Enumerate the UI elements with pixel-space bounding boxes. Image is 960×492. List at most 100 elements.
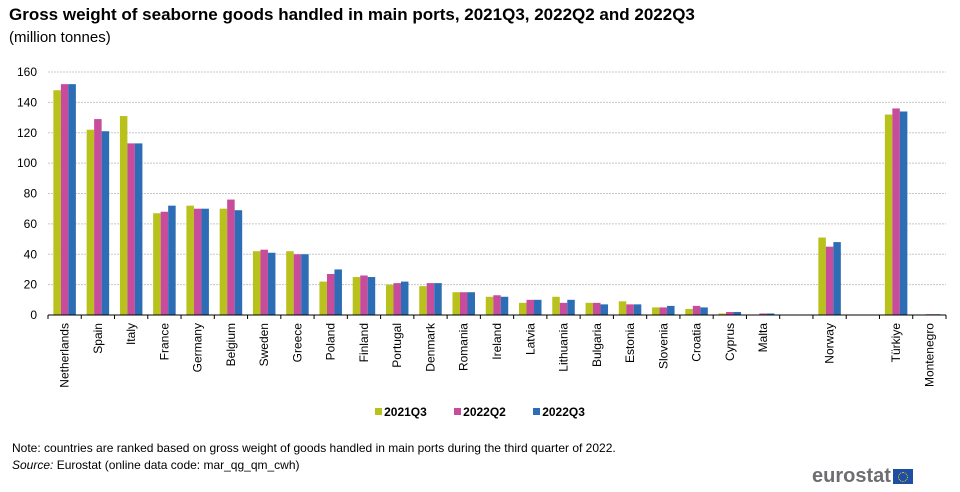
bar-2022q3-malta — [766, 313, 775, 315]
bar-2021q3-spain — [86, 129, 95, 315]
x-tick-label: Montenegro — [922, 323, 936, 387]
bar-2022q2-germany — [193, 208, 202, 315]
legend-item-2022q2[interactable]: 2022Q2 — [454, 405, 506, 419]
bar-2022q3-belgium — [234, 210, 243, 315]
y-tick-label: 80 — [24, 187, 38, 201]
bar-2022q3-lithuania — [567, 299, 575, 315]
bar-2022q2-spain — [94, 119, 102, 315]
source-line: Source: Eurostat (online data code: mar_… — [12, 458, 300, 472]
bar-2021q3-sweden — [252, 251, 261, 315]
eurostat-logo: eurostat — [812, 464, 913, 487]
bar-2022q3-latvia — [534, 299, 542, 315]
bar-2022q2-türkiye — [892, 108, 900, 315]
y-tick-label: 0 — [30, 308, 37, 322]
bar-2021q3-portugal — [385, 284, 394, 316]
legend-label-2022q3: 2022Q3 — [542, 405, 585, 419]
bar-2021q3-slovenia — [652, 307, 660, 315]
bar-2022q3-france — [168, 205, 176, 315]
bar-2021q3-ireland — [485, 296, 494, 315]
legend-label-2021q3: 2021Q3 — [384, 405, 427, 419]
footnote: Note: countries are ranked based on gros… — [12, 441, 616, 455]
x-tick-label: Belgium — [224, 323, 238, 366]
bar-2022q2-italy — [127, 143, 135, 315]
legend-item-2021q3[interactable]: 2021Q3 — [375, 405, 427, 419]
bar-2022q3-italy — [134, 143, 143, 315]
bar-2022q2-estonia — [626, 304, 634, 315]
bar-2022q3-ireland — [500, 296, 509, 315]
bar-2022q2-greece — [293, 254, 302, 315]
y-tick-label: 60 — [24, 217, 38, 231]
x-tick-label: Latvia — [523, 323, 537, 355]
bar-chart: 0 20 40 60 80 100 120 140 160 Netherlands Spain It… — [17, 65, 947, 388]
bar-2022q2-poland — [326, 273, 335, 315]
bar-2022q2-romania — [459, 292, 468, 315]
bar-2021q3-lithuania — [552, 296, 560, 315]
x-tick-label: Sweden — [257, 323, 271, 366]
bar-2022q2-belgium — [227, 199, 235, 315]
x-tick-label: Portugal — [390, 323, 404, 368]
bar-2022q3-croatia — [700, 307, 708, 315]
bar-2022q3-türkiye — [899, 111, 908, 316]
x-tick-label: Spain — [91, 323, 105, 354]
bar-2022q3-slovenia — [667, 305, 675, 315]
x-tick-label: Ireland — [490, 323, 504, 360]
x-tick-label: Bulgaria — [590, 323, 604, 367]
bar-2022q2-france — [160, 211, 169, 315]
bar-2022q2-lithuania — [559, 302, 568, 315]
bar-2021q3-romania — [452, 292, 460, 315]
bar-2022q2-portugal — [393, 283, 401, 315]
bar-2022q3-norway — [833, 242, 841, 315]
bar-2022q2-ireland — [493, 295, 501, 315]
bar-2022q3-germany — [201, 208, 209, 315]
legend: 2021Q3 2022Q2 2022Q3 — [0, 405, 960, 419]
x-tick-label: Cyprus — [723, 323, 737, 361]
bar-2022q2-cyprus — [726, 311, 734, 315]
bar-2022q2-finland — [360, 275, 368, 315]
chart-subtitle: (million tonnes) — [9, 29, 111, 46]
x-tick-label: Lithuania — [557, 323, 571, 372]
bar-2022q2-bulgaria — [593, 302, 601, 315]
bar-2022q3-romania — [467, 292, 475, 315]
bar-2021q3-poland — [319, 281, 327, 315]
x-tick-label: Greece — [290, 323, 304, 363]
bar-2021q3-latvia — [519, 302, 527, 315]
x-tick-label: Malta — [756, 323, 770, 353]
x-tick-label: Netherlands — [58, 323, 72, 388]
x-tick-label: Finland — [357, 323, 371, 362]
bar-2021q3-greece — [286, 251, 294, 315]
bar-2022q2-norway — [825, 246, 834, 315]
bar-2021q3-estonia — [618, 301, 627, 315]
x-tick-label: Germany — [191, 323, 205, 372]
bar-2022q3-netherlands — [68, 84, 76, 316]
legend-label-2022q2: 2022Q2 — [463, 405, 506, 419]
source-label: Source: — [12, 458, 54, 472]
source-text: Eurostat (online data code: mar_qg_qm_cw… — [53, 458, 300, 472]
x-tick-label: Poland — [324, 323, 338, 360]
bar-2022q2-croatia — [692, 305, 701, 315]
x-tick-label: Estonia — [623, 323, 637, 363]
y-tick-label: 120 — [17, 126, 37, 140]
x-tick-label: Türkiye — [889, 323, 903, 363]
x-axis — [47, 314, 947, 319]
bar-2022q3-denmark — [434, 283, 442, 315]
bar-2021q3-norway — [818, 237, 826, 315]
bar-2022q3-cyprus — [733, 311, 742, 315]
bar-2022q3-poland — [334, 269, 342, 315]
bar-2022q2-netherlands — [60, 84, 69, 316]
bar-2022q3-portugal — [400, 281, 409, 315]
legend-swatch-2022q3 — [533, 408, 541, 416]
bar-2022q2-sweden — [260, 249, 268, 315]
x-tick-label: France — [157, 323, 171, 361]
bar-2021q3-denmark — [419, 286, 427, 315]
bar-2021q3-france — [153, 213, 161, 315]
x-tick-label: Romania — [457, 323, 471, 371]
eurostat-wordmark: eurostat — [812, 464, 891, 487]
bar-2022q2-malta — [759, 313, 767, 315]
x-tick-label: Slovenia — [656, 323, 670, 369]
bar-2021q3-italy — [119, 116, 128, 315]
bar-2022q3-finland — [367, 277, 376, 315]
legend-item-2022q3[interactable]: 2022Q3 — [533, 405, 585, 419]
bar-2022q3-bulgaria — [600, 304, 609, 315]
bar-2021q3-finland — [352, 277, 361, 315]
bar-2021q3-cyprus — [718, 313, 727, 315]
